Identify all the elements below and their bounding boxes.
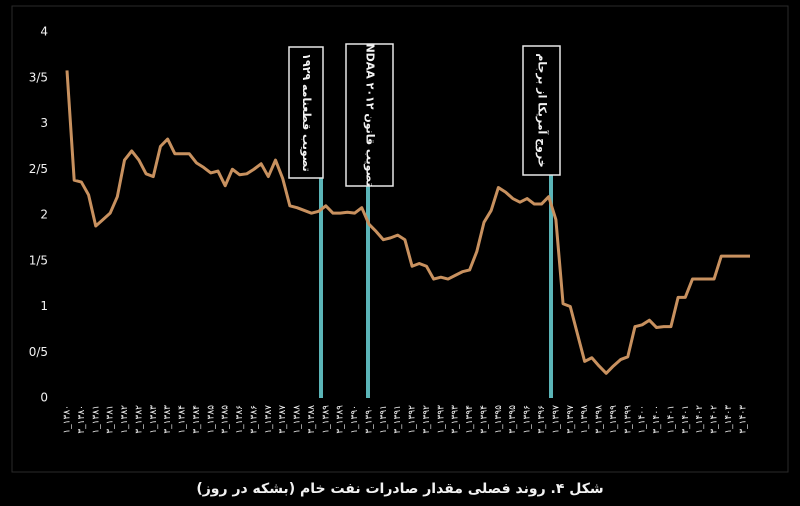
x-tick-label: ۳_۱۳۸۰ [77,405,87,434]
x-tick-label: ۱_۱۳۸۰ [63,405,73,434]
x-tick-label: ۱_۱۳۹۰ [350,405,360,434]
x-tick-label: ۳_۱۳۹۸ [595,405,605,434]
x-tick-label: ۱_۱۳۸۴ [178,405,188,434]
plot-frame [11,5,789,473]
x-tick-label: ۱_۱۳۹۹ [609,405,619,434]
x-tick-label: ۱_۱۴۰۱ [666,405,676,434]
x-tick-label: ۱_۱۴۰۰ [638,405,648,434]
y-tick-label: 2/5 [29,162,48,176]
x-tick-label: ۱_۱۳۹۳ [436,405,446,434]
x-tick-label: ۳_۱۳۸۲ [134,405,144,434]
x-tick-label: ۳_۱۳۸۱ [106,405,116,434]
y-tick-label: 3/5 [29,70,48,84]
x-tick-label: ۳_۱۳۹۰ [364,405,374,434]
y-tick-label: 4 [40,25,48,39]
data-line [65,70,750,375]
x-tick-label: ۳_۱۳۸۸ [307,405,317,434]
x-tick-label: ۱_۱۳۹۴ [465,405,475,434]
x-tick-label: ۱_۱۳۹۷ [551,405,561,434]
y-tick-label: 1/5 [29,253,48,267]
x-tick-label: ۳_۱۳۸۵ [221,405,231,434]
x-tick-label: ۳_۱۳۸۳ [163,405,173,434]
x-tick-label: ۱_۱۳۹۱ [379,405,389,434]
event-box [345,43,394,187]
x-tick-label: ۱_۱۳۸۷ [264,405,274,434]
x-tick-label: ۳_۱۴۰۱ [681,405,691,434]
x-tick-label: ۱_۱۳۸۵ [206,405,216,434]
x-tick-label: ۱_۱۳۹۶ [523,405,533,434]
event-box [522,45,561,176]
x-tick-label: ۱_۱۴۰۲ [695,405,705,434]
y-tick-label: 0/5 [29,345,48,359]
x-tick-label: ۱_۱۳۸۸ [293,405,303,434]
x-tick-label: ۳_۱۳۹۴ [479,405,489,434]
event-label: خروج آمریکا از برجام [535,53,550,167]
x-tick-label: ۳_۱۳۸۹ [336,405,346,434]
x-tick-label: ۱_۱۳۹۵ [494,405,504,434]
x-tick-label: ۱_۱۴۰۳ [724,405,734,434]
x-tick-label: ۳_۱۳۹۶ [537,405,547,434]
x-tick-label: ۱_۱۳۸۶ [235,405,245,434]
x-tick-label: ۳_۱۳۹۳ [451,405,461,434]
x-tick-label: ۱_۱۳۸۳ [149,405,159,434]
x-tick-label: ۳_۱۳۹۹ [623,405,633,434]
x-tick-label: ۳_۱۳۹۷ [566,405,576,434]
x-tick-label: ۱_۱۳۸۱ [91,405,101,434]
x-tick-label: ۳_۱۳۸۴ [192,405,202,434]
event-box [288,46,324,179]
y-tick-label: 1 [40,299,48,313]
x-tick-label: ۱_۱۳۸۲ [120,405,130,434]
y-tick-label: 3 [40,116,48,130]
x-tick-label: ۳_۱۴۰۰ [652,405,662,434]
x-tick-label: ۱_۱۳۸۹ [321,405,331,434]
x-tick-label: ۳_۱۳۹۵ [508,405,518,434]
y-tick-label: 0 [40,391,48,405]
chart-caption: شکل ۴. روند فصلی مقدار صادرات نفت خام (ب… [196,481,603,497]
x-tick-label: ۳_۱۴۰۲ [710,405,720,434]
x-tick-label: ۱_۱۳۹۲ [408,405,418,434]
x-tick-label: ۳_۱۴۰۳ [738,405,748,434]
event-label: تصویب قطعنامه ۱۹۲۹ [300,53,313,171]
y-tick-label: 2 [40,208,48,222]
x-tick-label: ۳_۱۳۸۷ [278,405,288,434]
event-label: تصویب قانون NDAA ۲۰۱۲ [364,43,377,186]
x-tick-label: ۱_۱۳۹۸ [580,405,590,434]
x-tick-label: ۳_۱۳۹۲ [422,405,432,434]
x-tick-label: ۳_۱۳۸۶ [249,405,259,434]
x-tick-label: ۳_۱۳۹۱ [393,405,403,434]
